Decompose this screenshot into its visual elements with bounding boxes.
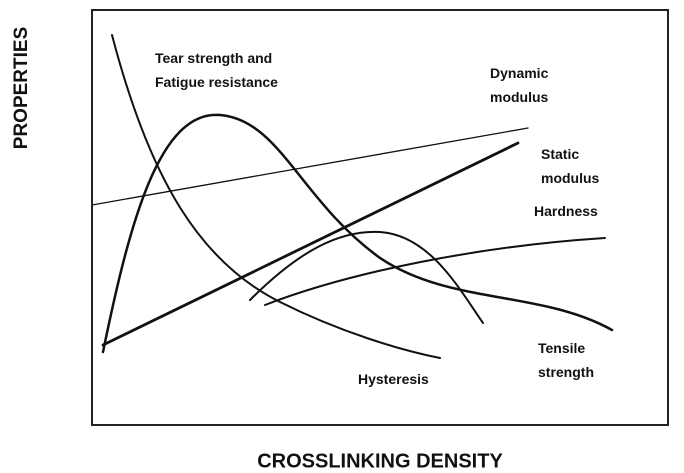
tear-strength-curve — [101, 113, 614, 354]
curve-label: Hysteresis — [358, 371, 429, 387]
tensile-strength-curve — [249, 230, 484, 324]
curve-label: Dynamic — [490, 65, 549, 81]
static-modulus-curve — [101, 141, 520, 347]
curve-label: Tear strength and — [155, 50, 272, 66]
curve-label: modulus — [541, 170, 600, 186]
y-axis-label: PROPERTIES — [11, 27, 32, 149]
curve-label: Static — [541, 146, 579, 162]
curve-label: strength — [538, 364, 594, 380]
curve-label: Hardness — [534, 203, 598, 219]
hardness-curve — [264, 237, 606, 306]
curve-label: Tensile — [538, 340, 585, 356]
plot-frame — [91, 9, 669, 426]
dynamic-modulus-curve — [91, 127, 529, 206]
curve-label: Fatigue resistance — [155, 74, 278, 90]
hysteresis-curve — [111, 34, 441, 359]
curve-label: modulus — [490, 89, 549, 105]
x-axis-label: CROSSLINKING DENSITY — [257, 450, 503, 472]
